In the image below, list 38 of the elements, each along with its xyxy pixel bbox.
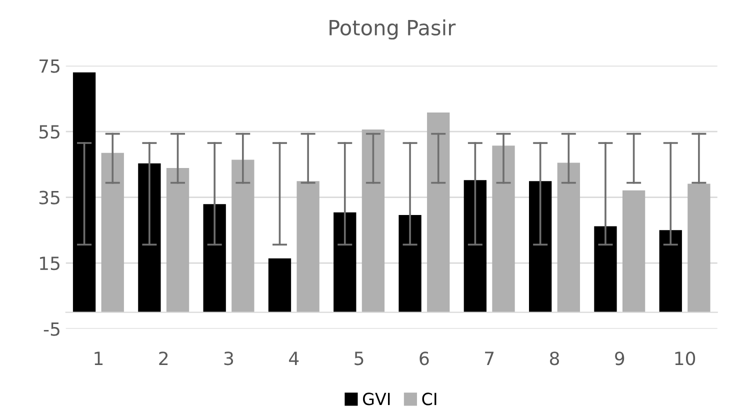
bar xyxy=(268,258,292,312)
bar xyxy=(622,190,646,312)
bar xyxy=(492,146,515,312)
bar xyxy=(594,226,617,312)
y-tick-label: 55 xyxy=(39,125,60,139)
bar xyxy=(427,112,450,312)
bar xyxy=(166,168,190,312)
x-tick-label: 6 xyxy=(420,352,429,366)
x-tick-label: 9 xyxy=(615,352,624,366)
legend-label: GVI xyxy=(362,392,390,406)
bar xyxy=(688,184,710,312)
bar xyxy=(362,130,385,312)
x-tick-label: 1 xyxy=(94,352,103,365)
x-tick-label: 3 xyxy=(224,352,234,366)
x-tick-label: 10 xyxy=(675,352,696,366)
legend-label: CI xyxy=(422,392,436,406)
chart-title: Potong Pasir xyxy=(330,19,456,40)
y-tick-label: 15 xyxy=(40,256,60,270)
x-tick-label: 5 xyxy=(354,352,364,366)
x-tick-label: 7 xyxy=(485,352,494,365)
bar xyxy=(138,163,161,312)
bar xyxy=(464,180,487,312)
bar xyxy=(334,212,356,312)
bar xyxy=(72,72,96,312)
bar xyxy=(557,162,580,312)
bar xyxy=(398,215,422,312)
x-tick-label: 4 xyxy=(289,352,299,365)
bar xyxy=(296,181,320,312)
bar xyxy=(659,230,682,312)
y-tick-label: 75 xyxy=(40,59,60,73)
bar xyxy=(528,181,552,312)
bar xyxy=(101,152,124,312)
y-tick-label: 35 xyxy=(39,190,60,204)
bar xyxy=(203,204,226,312)
bar xyxy=(232,160,254,312)
y-tick-label: -5 xyxy=(44,322,60,336)
x-tick-label: 2 xyxy=(159,352,168,365)
x-tick-label: 8 xyxy=(550,352,559,366)
